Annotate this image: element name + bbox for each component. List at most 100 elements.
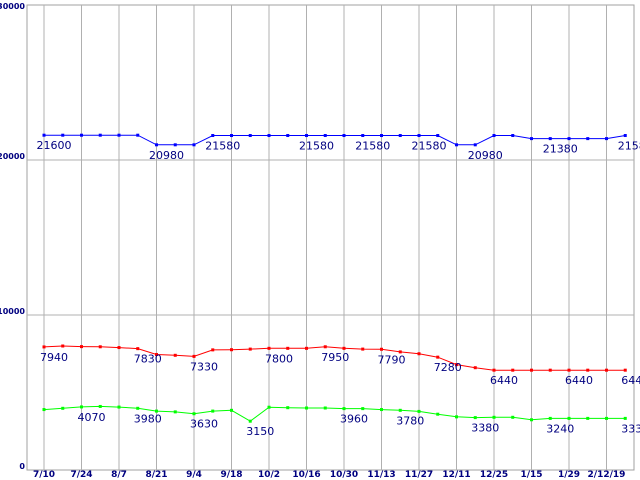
data-point xyxy=(473,143,477,147)
data-point xyxy=(623,416,627,420)
data-point xyxy=(155,409,158,413)
data-point xyxy=(173,353,177,357)
grid-lines xyxy=(26,4,635,471)
data-point xyxy=(117,133,121,137)
y-tick-label: 10000 xyxy=(0,307,25,316)
data-point xyxy=(623,368,627,372)
data-point xyxy=(192,143,196,147)
data-point xyxy=(98,404,102,408)
data-point xyxy=(530,137,533,141)
x-tick-label: 11/27 xyxy=(405,470,433,480)
series-group: 21600 20980 21580 21580 21580 21580 20980 21380… xyxy=(37,133,640,438)
x-tick-label: 11/13 xyxy=(367,470,395,480)
data-point xyxy=(98,133,102,137)
data-point xyxy=(548,416,552,420)
data-point xyxy=(342,134,346,138)
data-label: 3380 xyxy=(471,422,499,435)
data-label: 3330 xyxy=(621,422,640,435)
data-point xyxy=(211,409,215,413)
data-point xyxy=(342,407,346,411)
data-label: 3240 xyxy=(546,422,574,435)
data-label: 7830 xyxy=(134,353,162,366)
data-label: 3960 xyxy=(340,413,368,426)
data-label: 20980 xyxy=(468,149,503,162)
x-tick-label: 8/7 xyxy=(111,470,127,480)
y-tick-label: 30000 xyxy=(0,2,25,11)
data-label: 3980 xyxy=(134,412,162,425)
data-point xyxy=(417,134,421,138)
data-point xyxy=(361,347,365,351)
x-tick-label: 1/29 xyxy=(558,470,580,480)
data-label: 3630 xyxy=(190,418,218,431)
data-point xyxy=(230,408,233,412)
x-tick-label: 9/18 xyxy=(220,470,242,480)
data-label: 21600 xyxy=(37,139,72,152)
y-tick-label: 0 xyxy=(19,462,25,471)
data-point xyxy=(173,143,177,147)
data-point xyxy=(230,134,233,138)
data-point xyxy=(473,416,477,420)
x-tick-label: 8/21 xyxy=(145,470,167,480)
x-tick-label: 7/24 xyxy=(70,470,92,480)
data-point xyxy=(398,134,402,138)
data-point xyxy=(80,345,83,349)
x-tick-label: 10/16 xyxy=(292,470,320,480)
data-point xyxy=(455,143,458,147)
data-point xyxy=(436,412,440,416)
data-point xyxy=(530,368,533,372)
data-point xyxy=(286,406,290,410)
data-point xyxy=(361,407,365,411)
data-point xyxy=(42,133,46,137)
data-point xyxy=(211,134,215,138)
x-tick-label: 9/4 xyxy=(186,470,202,480)
x-tick-label: 10/30 xyxy=(330,470,358,480)
data-point xyxy=(80,405,83,409)
x-tick-label: 12/11 xyxy=(442,470,470,480)
data-label: 21580 xyxy=(355,140,390,153)
data-point xyxy=(286,346,290,350)
data-point xyxy=(248,134,252,138)
data-label: 21380 xyxy=(543,143,578,156)
series-3: 4070 3980 3630 3150 3960 3780 3380 3240 3330 xyxy=(42,404,640,438)
data-point xyxy=(323,134,327,138)
data-point xyxy=(98,345,102,349)
series-line xyxy=(43,345,626,371)
data-label: 7330 xyxy=(190,360,218,373)
data-label: 21580 xyxy=(205,140,240,153)
data-point xyxy=(605,368,608,372)
data-point xyxy=(548,137,552,141)
data-label: 7280 xyxy=(434,361,462,374)
data-point xyxy=(567,368,571,372)
series-2: 7940 7830 7330 7800 7950 7790 7280 6440 6440 6440 xyxy=(40,344,640,387)
series-1: 21600 20980 21580 21580 21580 21580 20980 21380… xyxy=(37,133,640,162)
data-point xyxy=(436,134,440,138)
data-point xyxy=(42,408,46,412)
data-point xyxy=(473,366,477,370)
data-point xyxy=(586,137,590,141)
x-tick-label: 10/2 xyxy=(258,470,280,480)
data-point xyxy=(586,368,590,372)
data-point xyxy=(511,415,515,419)
data-point xyxy=(342,346,346,350)
data-point xyxy=(173,410,177,414)
data-point xyxy=(398,408,402,412)
data-point xyxy=(80,133,83,137)
data-point xyxy=(211,348,215,352)
data-point xyxy=(380,134,383,138)
y-tick-label: 20000 xyxy=(0,152,25,161)
data-point xyxy=(267,346,271,350)
data-point xyxy=(192,412,196,416)
data-point xyxy=(380,347,383,351)
data-label: 7950 xyxy=(321,351,349,364)
data-point xyxy=(492,415,496,419)
series-line xyxy=(44,134,626,146)
data-label: 6440 xyxy=(621,374,640,387)
x-tick-label: 1/15 xyxy=(520,470,542,480)
data-point xyxy=(586,416,590,420)
data-point xyxy=(155,143,158,147)
data-point xyxy=(248,419,252,423)
data-point xyxy=(230,348,233,352)
data-point xyxy=(548,368,552,372)
data-label: 4070 xyxy=(78,411,106,424)
